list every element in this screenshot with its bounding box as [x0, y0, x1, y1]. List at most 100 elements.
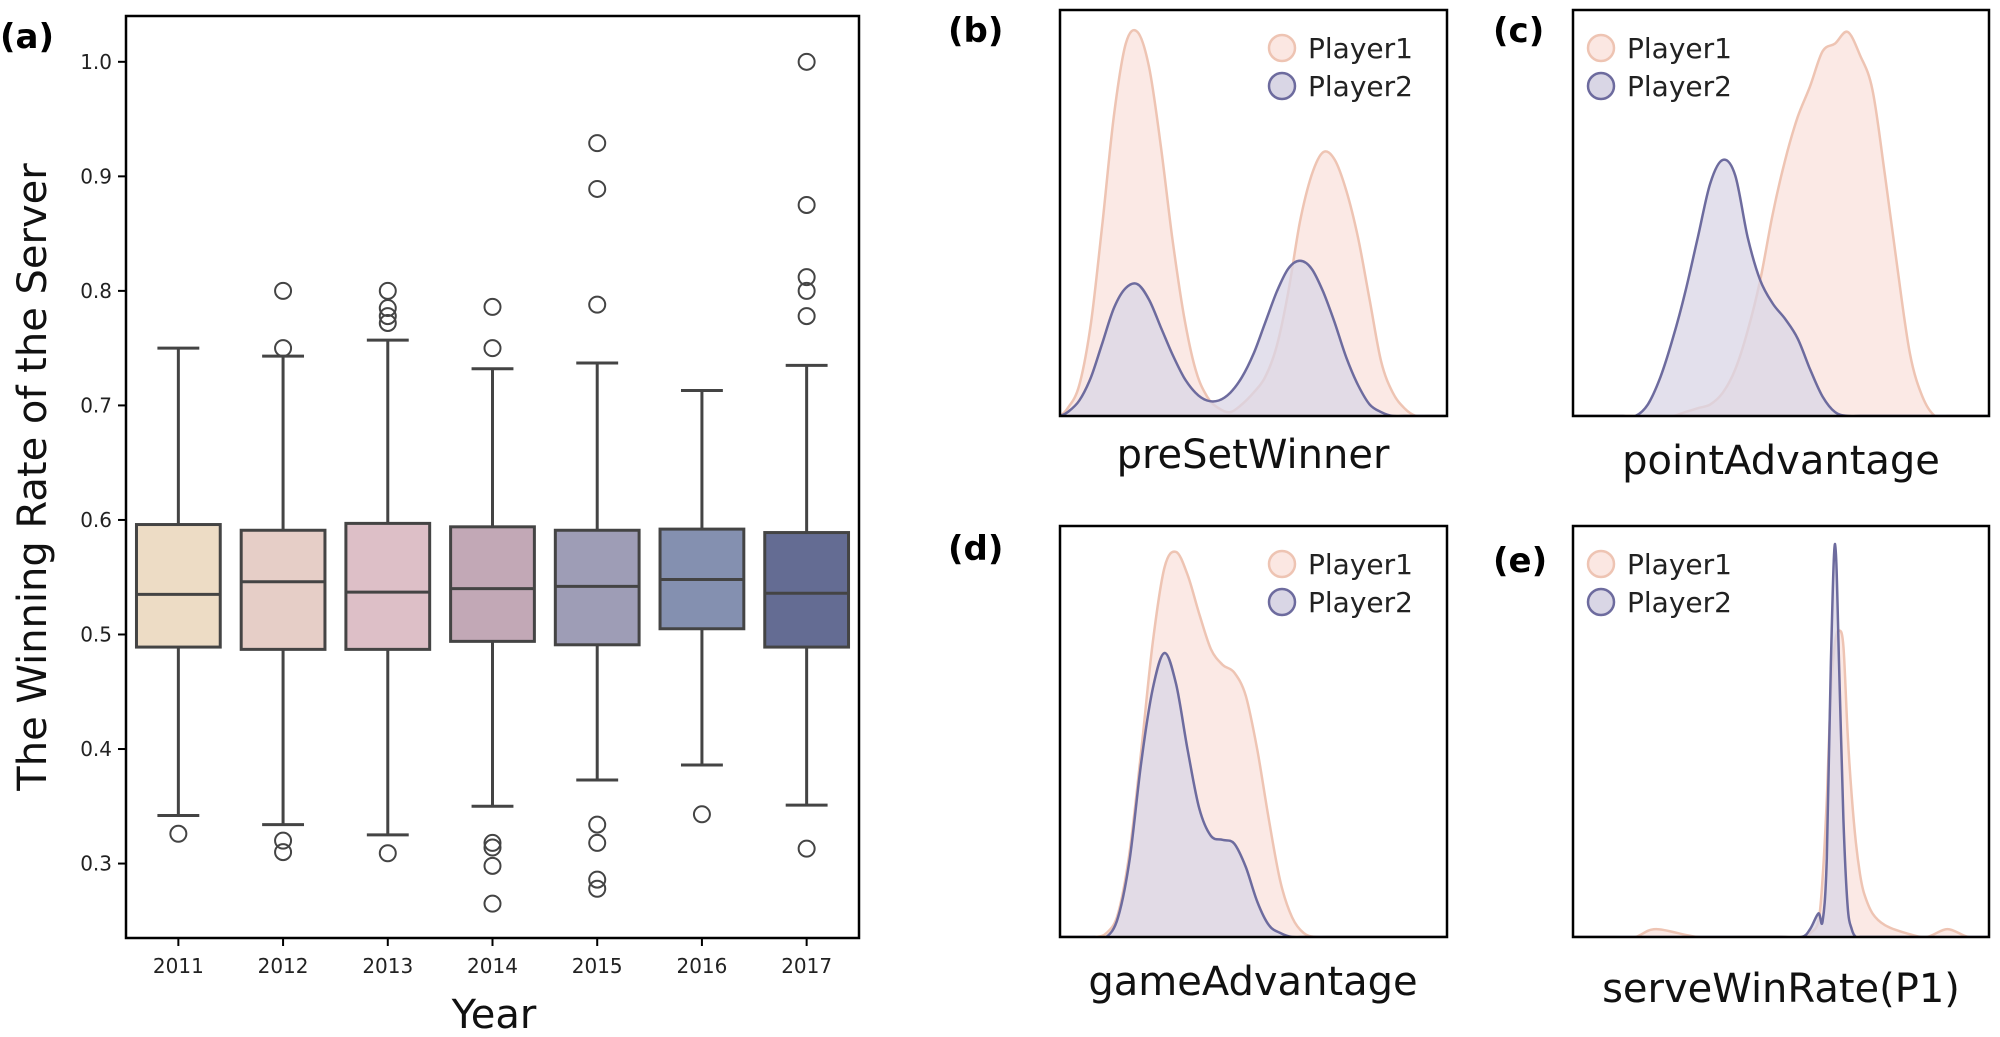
box-iqr: [344, 521, 432, 651]
outlier-point: [274, 831, 293, 850]
legend-marker-player2: [1267, 587, 1297, 617]
panel-b-xlabel: preSetWinner: [1117, 432, 1390, 478]
y-tick-label: 0.3: [80, 852, 112, 876]
legend-label-player1: Player1: [1627, 32, 1732, 65]
outlier-point: [483, 833, 502, 852]
legend-label-player1: Player1: [1308, 32, 1413, 65]
outlier-point: [588, 879, 607, 898]
outlier-point: [274, 843, 293, 862]
box-2014: [449, 297, 536, 913]
legend-marker-player1: [1267, 33, 1297, 63]
legend-label-player1: Player1: [1308, 548, 1413, 581]
panel-e-xlabel: serveWinRate(P1): [1602, 966, 1960, 1012]
x-tick-label: 2014: [467, 954, 518, 978]
box-2015: [553, 134, 641, 898]
x-tick-label: 2011: [153, 954, 204, 978]
outlier-point: [483, 838, 502, 857]
x-tick-label: 2017: [781, 954, 832, 978]
y-tick-label: 0.7: [80, 393, 112, 417]
panel-b-plot-area: [1060, 28, 1447, 416]
panel-d-frame: [1058, 524, 1449, 939]
outlier-point: [588, 179, 607, 198]
y-tick-label: 0.5: [80, 622, 112, 646]
x-tick-label: 2015: [572, 954, 623, 978]
kde-line-player2: [1060, 651, 1447, 937]
outlier-point: [274, 281, 293, 300]
kde-area-player2: [1573, 159, 1989, 416]
kde-line-player2: [1573, 158, 1989, 416]
legend-label-player2: Player2: [1627, 586, 1732, 619]
outlier-point: [797, 281, 816, 300]
outlier-point: [169, 824, 188, 843]
legend-label-player2: Player2: [1308, 586, 1413, 619]
outlier-point: [797, 839, 816, 858]
box-iqr: [763, 531, 851, 649]
panel-a-x-axis: 2011 2012 2013 2014 2015 2016 2017: [153, 938, 832, 978]
panel-d-legend: Player1 Player2: [1267, 548, 1413, 619]
box-2012: [239, 281, 327, 862]
box-iqr: [134, 523, 222, 649]
outlier-point: [797, 268, 816, 287]
x-tick-label: 2012: [258, 954, 309, 978]
legend-marker-player1: [1586, 33, 1616, 63]
panel-e-kde: (e) Player1 Player2 serveWinRate(P1): [1493, 524, 1991, 1012]
outlier-point: [483, 894, 502, 913]
panel-c-legend: Player1 Player2: [1586, 32, 1732, 103]
legend-marker-player1: [1586, 549, 1616, 579]
panel-a-ylabel: The Winning Rate of the Server: [10, 163, 56, 792]
box-iqr: [239, 528, 327, 651]
box-2011: [134, 346, 222, 843]
panel-a-xlabel: Year: [451, 992, 537, 1037]
y-tick-label: 0.4: [80, 737, 112, 761]
outlier-point: [588, 295, 607, 314]
outlier-point: [588, 870, 607, 889]
outlier-point: [378, 281, 397, 300]
panel-b-legend: Player1 Player2: [1267, 32, 1413, 103]
outlier-point: [378, 844, 397, 863]
legend-label-player2: Player2: [1308, 70, 1413, 103]
kde-line-player2: [1060, 259, 1447, 416]
panel-b-label: (b): [948, 11, 1003, 51]
panel-b-kde: (b) Player1 Player2 preSetWinner: [948, 8, 1449, 478]
panel-a-y-axis: 0.3 0.4 0.5 0.6 0.7 0.8 0.9 1.0: [80, 50, 126, 876]
panel-d-label: (d): [948, 529, 1003, 569]
panel-a-boxes: [134, 52, 851, 913]
kde-line-player1: [1573, 30, 1989, 416]
panel-a-label: (a): [0, 17, 54, 57]
box-2016: [658, 389, 746, 824]
outlier-point: [274, 339, 293, 358]
outlier-point: [797, 52, 816, 71]
kde-area-player1: [1573, 630, 1989, 937]
box-iqr: [449, 525, 536, 643]
kde-area-player1: [1573, 31, 1989, 416]
outlier-point: [483, 856, 502, 875]
panel-c-kde: (c) Player1 Player2 pointAdvantage: [1493, 8, 1991, 484]
legend-label-player2: Player2: [1627, 70, 1732, 103]
legend-marker-player2: [1586, 587, 1616, 617]
outlier-point: [378, 313, 397, 332]
panel-c-plot-area: [1573, 30, 1989, 416]
outlier-point: [588, 833, 607, 852]
kde-curves: [1573, 30, 1989, 416]
panel-e-frame: [1571, 524, 1991, 939]
panel-e-legend: Player1 Player2: [1586, 548, 1732, 619]
x-tick-label: 2013: [362, 954, 413, 978]
panel-d-plot-area: [1060, 550, 1447, 937]
panel-e-label: (e): [1493, 541, 1547, 581]
panel-a-boxplot: (a) 0.30.40.50.60.70.80.91.0 2011 2012 201…: [0, 14, 861, 1037]
outlier-point: [588, 815, 607, 834]
kde-area-player2: [1060, 260, 1447, 416]
panel-d-xlabel: gameAdvantage: [1088, 959, 1417, 1005]
kde-line-player2: [1573, 542, 1989, 937]
panel-b-frame: [1058, 8, 1449, 418]
outlier-point: [483, 297, 502, 316]
outlier-point: [692, 805, 711, 824]
y-tick-label: 0.8: [80, 279, 112, 303]
panel-d-kde: (d) Player1 Player2 gameAdvantage: [948, 524, 1449, 1005]
panel-c-frame: [1571, 8, 1991, 418]
kde-curves: [1060, 28, 1447, 416]
outlier-point: [797, 195, 816, 214]
legend-marker-player2: [1586, 71, 1616, 101]
y-tick-label: 0.9: [80, 164, 112, 188]
